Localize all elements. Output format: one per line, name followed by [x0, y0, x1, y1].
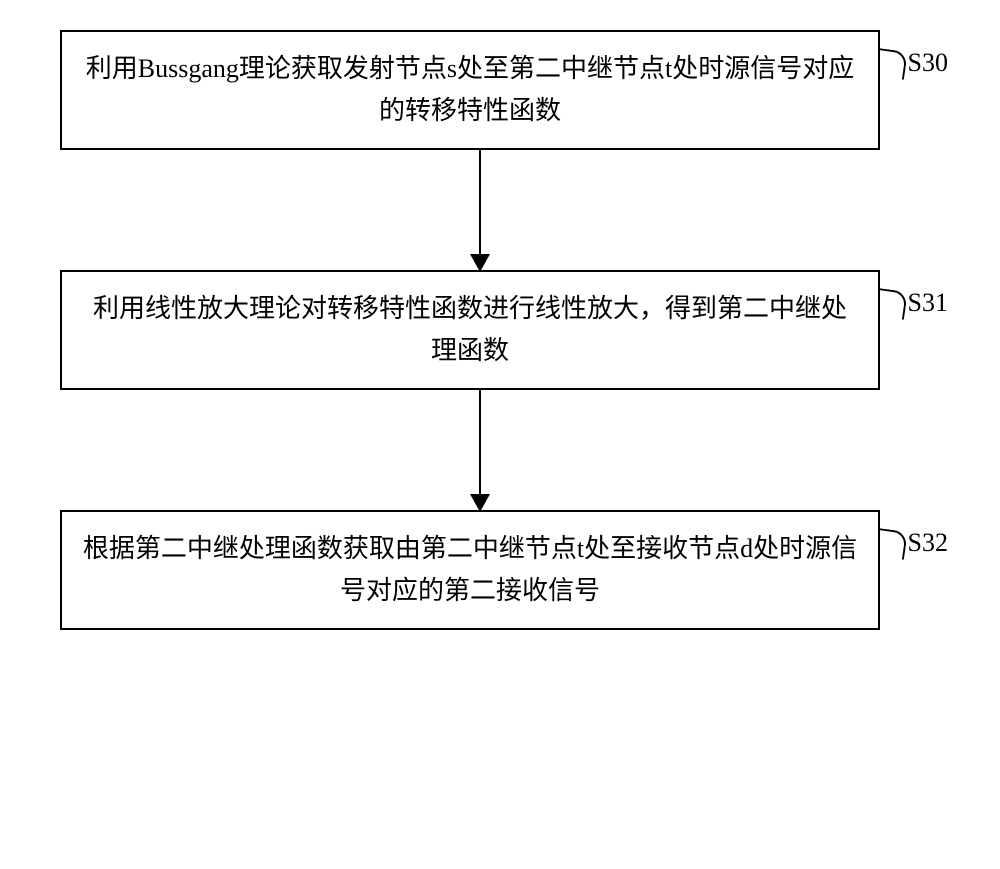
label-connector: [876, 48, 908, 80]
step-text: 利用Bussgang理论获取发射节点s处至第二中继节点t处时源信号对应的转移特性…: [82, 48, 858, 131]
label-connector: [876, 528, 908, 560]
step-text: 利用线性放大理论对转移特性函数进行线性放大，得到第二中继处理函数: [82, 288, 858, 371]
flow-arrow: [479, 150, 481, 270]
flow-arrow: [479, 390, 481, 510]
flow-step-box: 利用Bussgang理论获取发射节点s处至第二中继节点t处时源信号对应的转移特性…: [60, 30, 880, 150]
step-label: S30: [908, 42, 948, 84]
step-text: 根据第二中继处理函数获取由第二中继节点t处至接收节点d处时源信号对应的第二接收信…: [82, 528, 858, 611]
flow-step-box: 利用线性放大理论对转移特性函数进行线性放大，得到第二中继处理函数 S31: [60, 270, 880, 390]
flow-step-box: 根据第二中继处理函数获取由第二中继节点t处至接收节点d处时源信号对应的第二接收信…: [60, 510, 880, 630]
step-label: S31: [908, 282, 948, 324]
flowchart-container: 利用Bussgang理论获取发射节点s处至第二中继节点t处时源信号对应的转移特性…: [60, 30, 940, 630]
label-connector: [876, 288, 908, 320]
step-label: S32: [908, 522, 948, 564]
